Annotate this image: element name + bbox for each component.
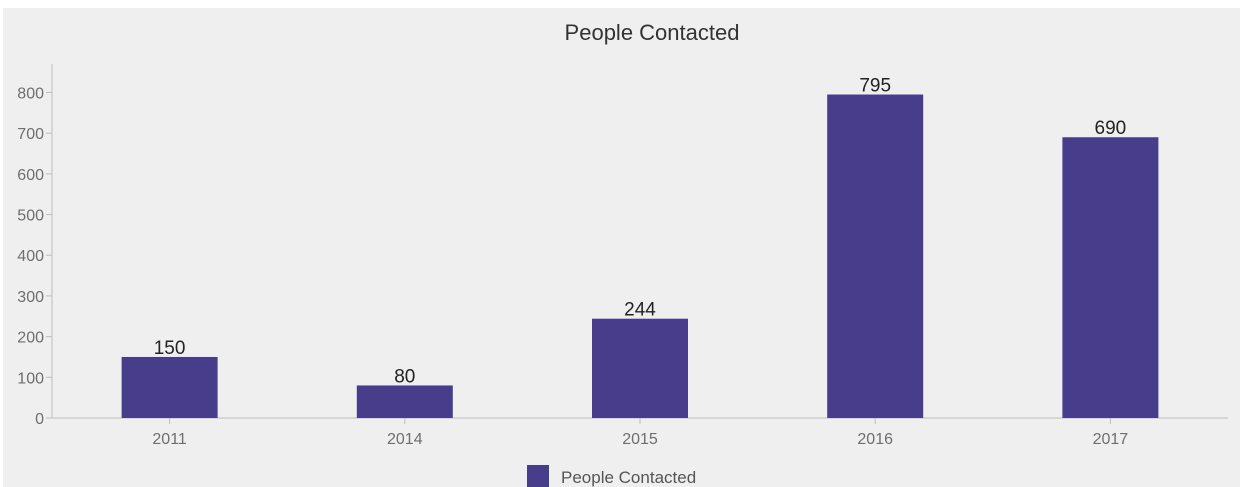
y-tick-label: 200 bbox=[17, 330, 44, 347]
y-tick-label: 500 bbox=[17, 208, 44, 225]
y-tick-label: 800 bbox=[17, 85, 44, 102]
x-tick-label: 2014 bbox=[387, 431, 423, 448]
x-tick-label: 2015 bbox=[622, 431, 658, 448]
bar-2015[interactable] bbox=[592, 318, 688, 418]
data-label: 795 bbox=[859, 76, 891, 97]
y-tick-label: 0 bbox=[35, 411, 44, 428]
y-tick-label: 600 bbox=[17, 167, 44, 184]
data-label: 150 bbox=[154, 338, 186, 359]
x-tick-label: 2016 bbox=[857, 431, 893, 448]
bar-2017[interactable] bbox=[1062, 137, 1159, 418]
data-label: 80 bbox=[394, 366, 415, 387]
data-label: 690 bbox=[1095, 118, 1127, 139]
bars-group: 150 80 244 795 690 bbox=[121, 76, 1159, 418]
bar-2011[interactable] bbox=[121, 356, 218, 418]
chart-title: People Contacted bbox=[565, 20, 740, 45]
bar-2014[interactable] bbox=[356, 385, 453, 418]
y-tick-label: 300 bbox=[17, 289, 44, 306]
y-tick-label: 100 bbox=[17, 370, 44, 387]
legend-swatch bbox=[527, 465, 549, 487]
bar-2016[interactable] bbox=[827, 94, 924, 418]
y-tick-label: 400 bbox=[17, 248, 44, 265]
x-tick-label: 2017 bbox=[1093, 431, 1129, 448]
data-label: 244 bbox=[624, 300, 656, 321]
legend-label: People Contacted bbox=[561, 468, 696, 487]
x-tick-label: 2011 bbox=[152, 431, 187, 448]
y-tick-label: 700 bbox=[17, 126, 44, 143]
legend[interactable]: People Contacted bbox=[527, 465, 696, 487]
